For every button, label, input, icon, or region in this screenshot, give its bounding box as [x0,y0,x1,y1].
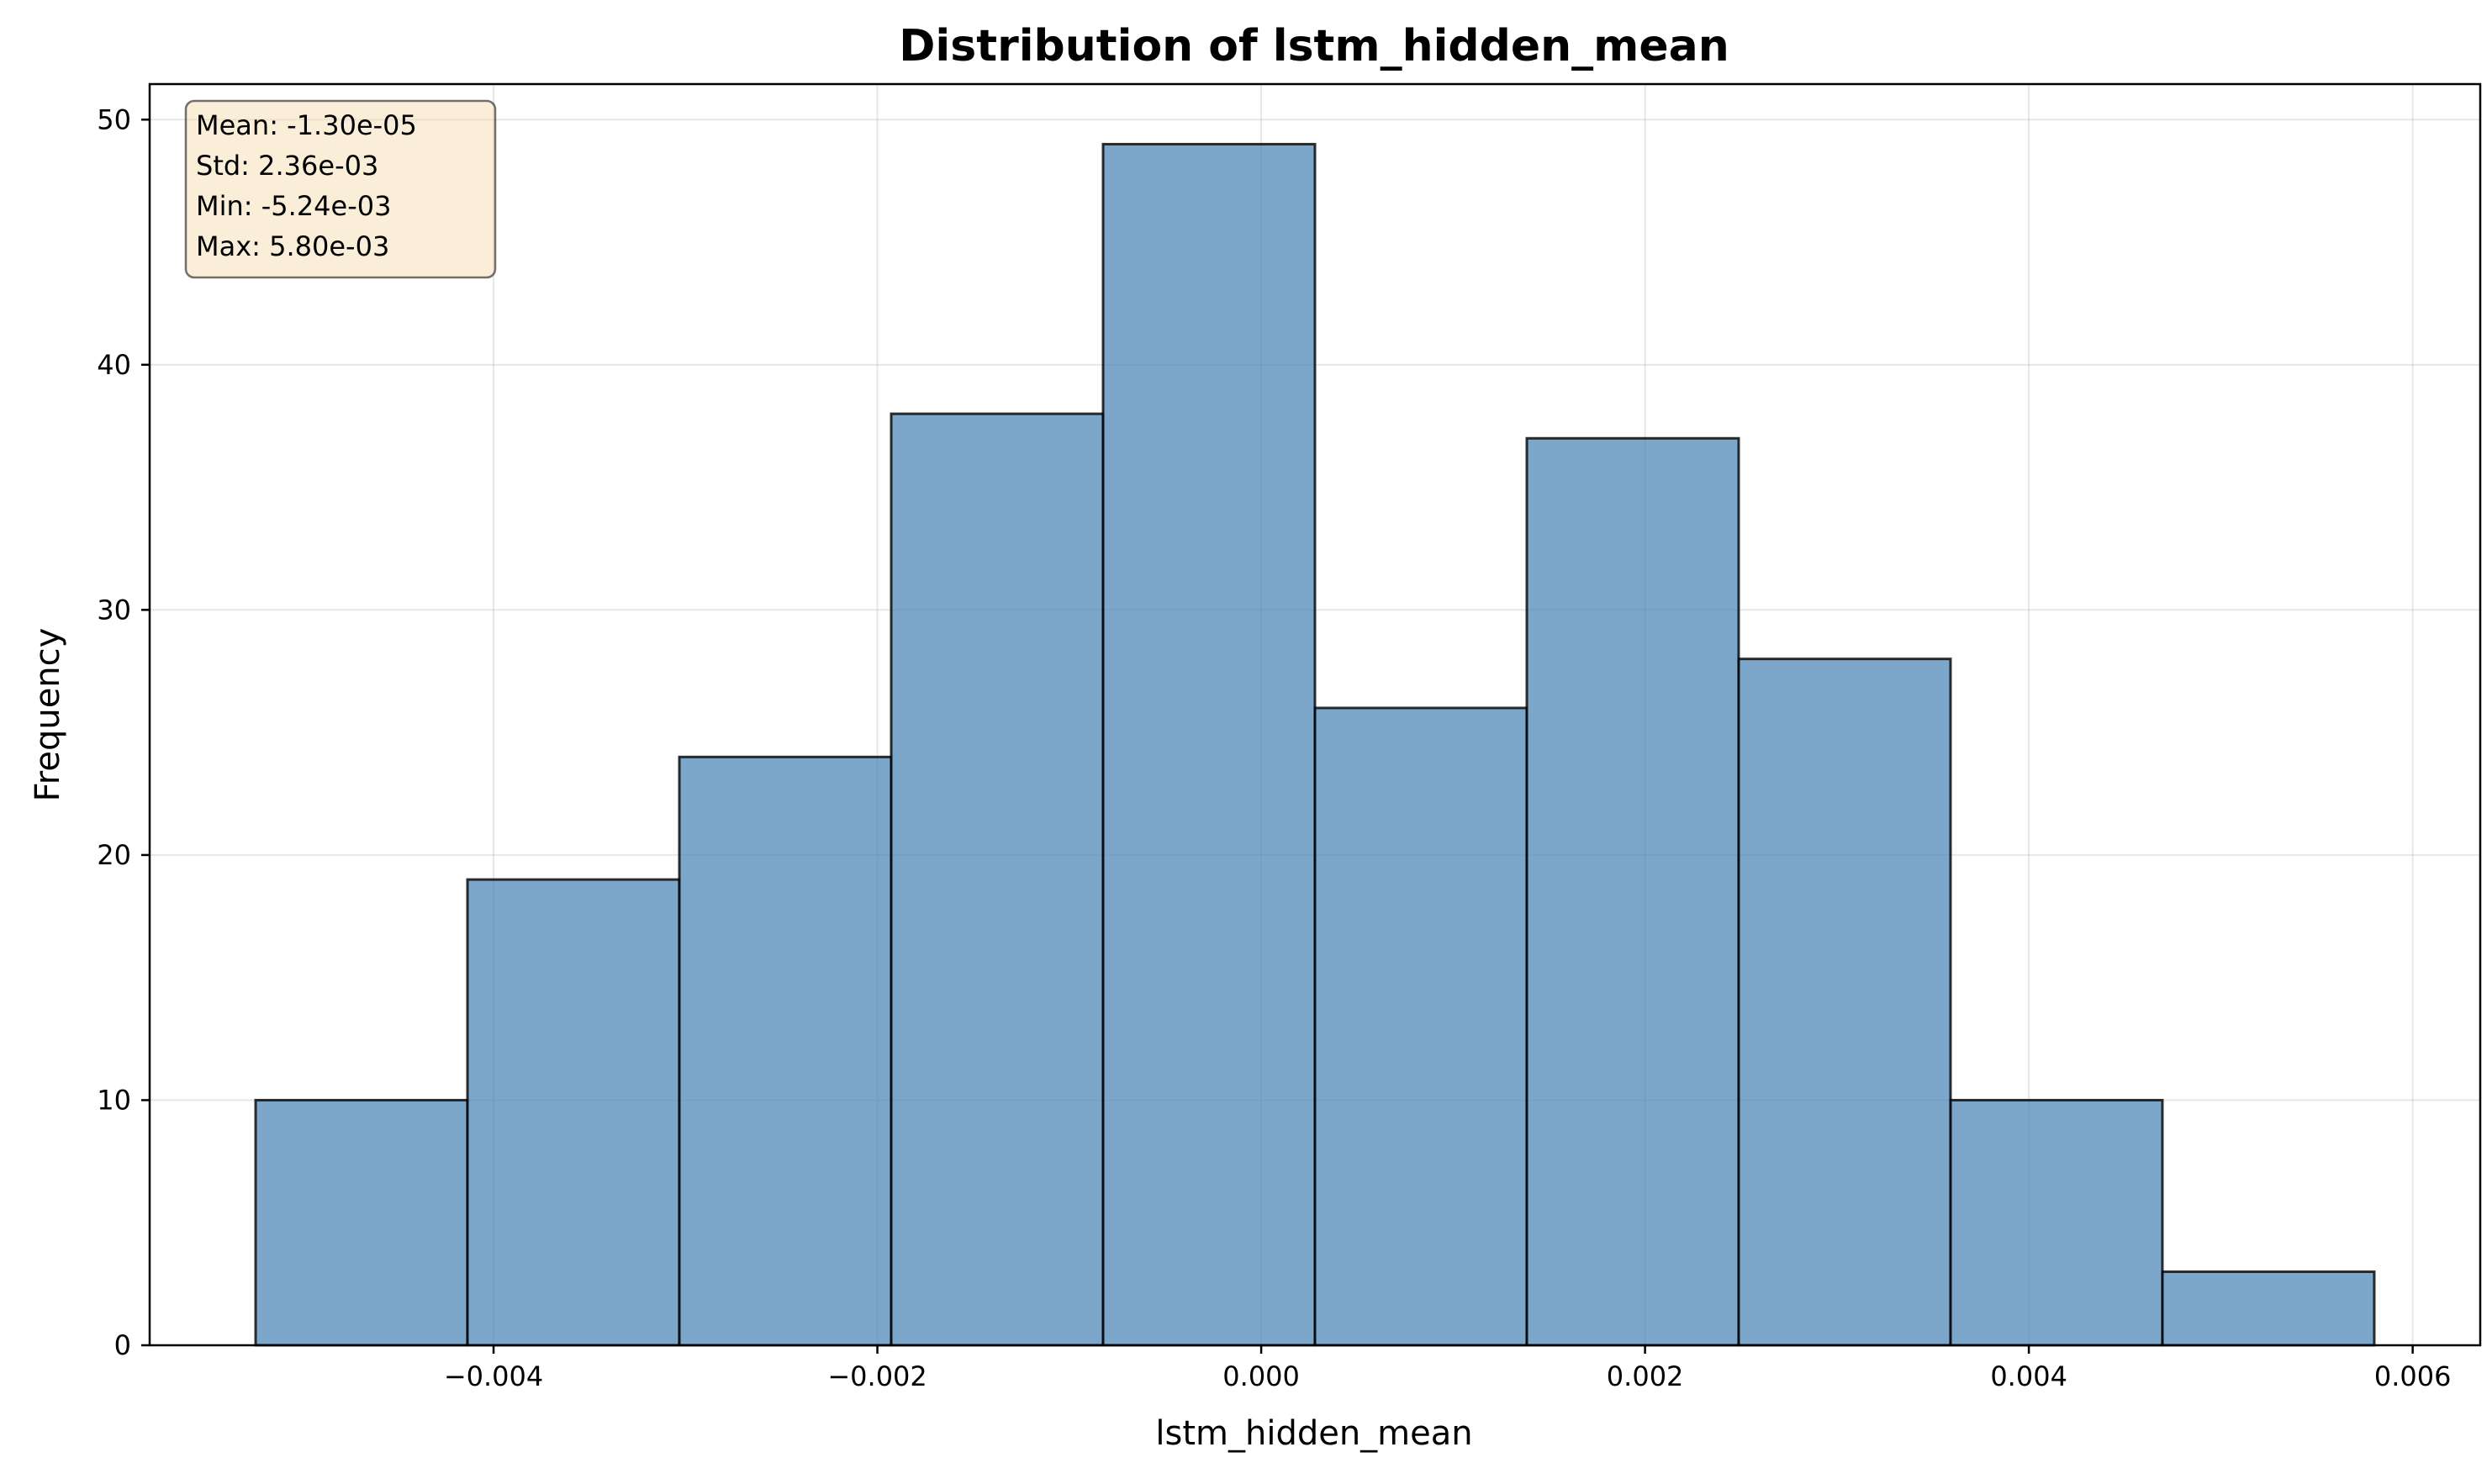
y-tick-label-0: 0 [114,1329,131,1361]
y-tick-label-3: 30 [97,594,131,626]
x-tick-label-2: 0.000 [1222,1360,1300,1392]
histogram-bar-9 [2161,1270,2376,1347]
histogram-bar-8 [1949,1098,2164,1347]
histogram-bar-6 [1525,436,1740,1347]
histogram-bar-3 [890,412,1105,1347]
stats-max: Max: 5.80e-03 [196,230,389,262]
stats-min: Min: -5.24e-03 [196,190,391,222]
stats-std: Std: 2.36e-03 [196,150,378,182]
y-tick-label-5: 50 [97,103,131,135]
histogram-bar-7 [1737,658,1952,1347]
x-tick-label-4: 0.004 [1990,1360,2067,1392]
y-axis-ticks: 0 10 20 30 40 50 [97,103,150,1361]
histogram-bar-2 [678,755,893,1347]
stats-box: Mean: -1.30e-05 Std: 2.36e-03 Min: -5.24… [184,99,497,279]
x-axis-ticks: −0.004 −0.002 0.000 0.002 0.004 0.006 [444,1345,2452,1392]
histogram-bars [254,142,2376,1347]
y-tick-label-2: 20 [97,839,131,871]
x-tick-label-0: −0.004 [444,1360,543,1392]
y-axis-label: Frequency [29,628,67,802]
histogram-bar-5 [1313,706,1528,1347]
histogram-bar-4 [1101,142,1317,1347]
histogram-bar-1 [466,878,681,1347]
stats-box-background [184,99,497,279]
histogram-bar-0 [254,1098,469,1347]
x-tick-label-1: −0.002 [827,1360,927,1392]
plot-frame [148,82,2482,1347]
y-tick-label-1: 10 [97,1084,131,1116]
chart-title: Distribution of lstm_hidden_mean [899,21,1729,71]
x-tick-label-5: 0.006 [2374,1360,2452,1392]
x-axis-label: lstm_hidden_mean [1155,1414,1472,1453]
stats-mean: Mean: -1.30e-05 [196,109,417,141]
y-tick-label-4: 40 [97,349,131,381]
x-tick-label-3: 0.002 [1607,1360,1684,1392]
